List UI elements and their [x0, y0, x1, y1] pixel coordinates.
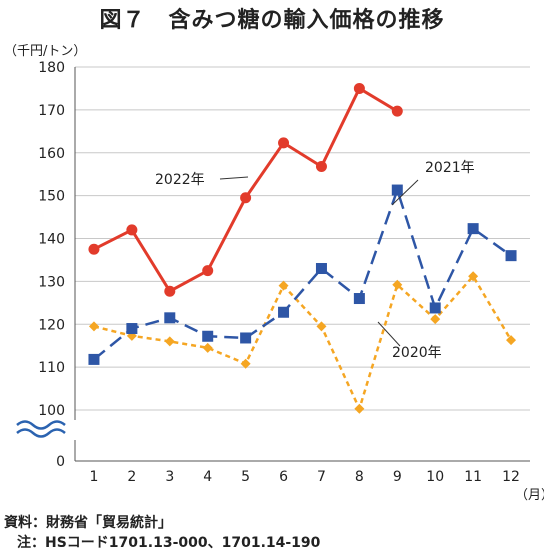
y-tick-label: 150 [38, 189, 65, 205]
data-point [467, 223, 479, 235]
data-point [278, 137, 290, 149]
series-name-label: 2020年 [392, 345, 442, 361]
x-tick-label: 11 [464, 469, 482, 485]
data-point [202, 330, 214, 342]
series-line [93, 274, 513, 413]
x-tick-label: 9 [393, 469, 402, 485]
data-point [164, 285, 176, 297]
data-point [430, 314, 441, 325]
series-line [93, 186, 512, 361]
data-point [278, 306, 290, 318]
data-point [164, 312, 176, 324]
data-point [391, 184, 403, 196]
data-point [429, 302, 441, 314]
data-point [315, 263, 327, 275]
data-point [240, 192, 252, 204]
series-label-leader [391, 179, 419, 206]
x-tick-label: 4 [203, 469, 212, 485]
data-point [353, 293, 365, 305]
data-point [202, 342, 213, 353]
data-point [392, 279, 403, 290]
series-name-label: 2022年 [155, 172, 205, 188]
x-tick-label: 1 [89, 469, 98, 485]
x-tick-label: 3 [165, 469, 174, 485]
data-point [164, 336, 175, 347]
series-name-label: 2021年 [425, 160, 475, 176]
series-label-leader [377, 321, 401, 347]
data-point [278, 280, 289, 291]
hs-code-note: 注：HSコード1701.13-000、1701.14-190 [17, 535, 321, 551]
x-tick-label: 8 [355, 469, 364, 485]
axis-break-mark [16, 428, 66, 438]
data-point [391, 105, 403, 117]
y-tick-label: 100 [38, 403, 65, 419]
y-tick-label: 0 [56, 454, 65, 470]
y-tick-label: 180 [38, 60, 65, 76]
x-tick-label: 6 [279, 469, 288, 485]
data-point [316, 321, 327, 332]
x-tick-label: 12 [502, 469, 520, 485]
x-axis-unit-label: （月） [515, 488, 544, 503]
data-point [126, 323, 138, 335]
data-point [468, 271, 479, 282]
data-point [506, 335, 517, 346]
gridlines [75, 66, 530, 411]
y-tick-label: 160 [38, 146, 65, 162]
series-label-leader [219, 176, 249, 180]
chart-title: 図７ 含みつ糖の輸入価格の推移 [99, 8, 445, 33]
data-point [505, 250, 517, 262]
x-tick-label: 2 [127, 469, 136, 485]
y-tick-label: 110 [38, 360, 65, 376]
y-tick-label: 120 [38, 317, 65, 333]
y-tick-label: 170 [38, 103, 65, 119]
data-point [202, 265, 214, 277]
data-point [88, 353, 100, 365]
data-point [88, 243, 100, 255]
x-tick-label: 10 [426, 469, 444, 485]
axes [16, 67, 530, 462]
data-point [353, 82, 365, 94]
series [88, 82, 517, 414]
data-point [126, 224, 138, 236]
data-point [354, 403, 365, 414]
data-point [240, 332, 252, 344]
y-tick-label: 130 [38, 274, 65, 290]
x-tick-label: 5 [241, 469, 250, 485]
y-tick-label: 140 [38, 232, 65, 248]
x-tick-label: 7 [317, 469, 326, 485]
data-point [240, 358, 251, 369]
source-note: 資料：財務省「貿易統計」 [4, 515, 172, 531]
series-line [93, 86, 399, 294]
y-axis-unit-label: （千円/トン） [4, 44, 87, 59]
axis-break-mark [16, 420, 66, 430]
data-point [88, 321, 99, 332]
data-point [315, 160, 327, 172]
